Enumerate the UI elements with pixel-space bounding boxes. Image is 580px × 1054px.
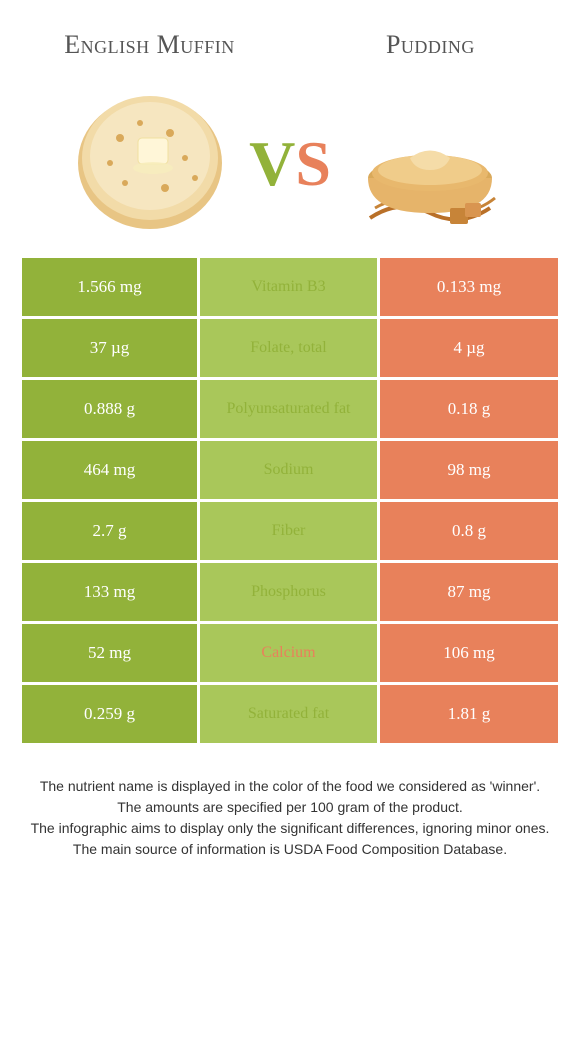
nutrient-label: Sodium — [200, 441, 380, 499]
value-right: 98 mg — [380, 441, 558, 499]
footer-notes: The nutrient name is displayed in the co… — [22, 776, 558, 860]
table-row: 52 mgCalcium106 mg — [22, 624, 558, 685]
value-left: 52 mg — [22, 624, 200, 682]
value-left: 37 µg — [22, 319, 200, 377]
vs-s: S — [295, 128, 331, 199]
footer-line-1: The nutrient name is displayed in the co… — [22, 776, 558, 797]
table-row: 1.566 mgVitamin B30.133 mg — [22, 258, 558, 319]
header: English Muffin VS Pudding — [0, 0, 580, 258]
english-muffin-icon — [70, 78, 230, 238]
vs-v: V — [249, 128, 295, 199]
table-row: 0.888 gPolyunsaturated fat0.18 g — [22, 380, 558, 441]
nutrient-label: Folate, total — [200, 319, 380, 377]
value-left: 133 mg — [22, 563, 200, 621]
nutrient-label: Fiber — [200, 502, 380, 560]
table-row: 2.7 gFiber0.8 g — [22, 502, 558, 563]
table-row: 0.259 gSaturated fat1.81 g — [22, 685, 558, 746]
value-left: 464 mg — [22, 441, 200, 499]
value-left: 2.7 g — [22, 502, 200, 560]
pudding-icon — [350, 78, 510, 238]
value-right: 0.18 g — [380, 380, 558, 438]
nutrient-label: Polyunsaturated fat — [200, 380, 380, 438]
nutrient-label: Calcium — [200, 624, 380, 682]
footer-line-2: The amounts are specified per 100 gram o… — [22, 797, 558, 818]
value-left: 0.259 g — [22, 685, 200, 743]
nutrient-table: 1.566 mgVitamin B30.133 mg37 µgFolate, t… — [22, 258, 558, 746]
table-row: 133 mgPhosphorus87 mg — [22, 563, 558, 624]
value-left: 1.566 mg — [22, 258, 200, 316]
table-row: 37 µgFolate, total4 µg — [22, 319, 558, 380]
food-left-title: English Muffin — [64, 30, 235, 60]
nutrient-label: Saturated fat — [200, 685, 380, 743]
value-left: 0.888 g — [22, 380, 200, 438]
footer-line-4: The main source of information is USDA F… — [22, 839, 558, 860]
value-right: 106 mg — [380, 624, 558, 682]
value-right: 87 mg — [380, 563, 558, 621]
food-right-title: Pudding — [386, 30, 475, 60]
nutrient-label: Phosphorus — [200, 563, 380, 621]
value-right: 0.133 mg — [380, 258, 558, 316]
vs-label: VS — [249, 127, 331, 201]
value-right: 0.8 g — [380, 502, 558, 560]
value-right: 1.81 g — [380, 685, 558, 743]
value-right: 4 µg — [380, 319, 558, 377]
footer-line-3: The infographic aims to display only the… — [22, 818, 558, 839]
food-right: Pudding — [331, 30, 530, 238]
food-left: English Muffin — [50, 30, 249, 238]
nutrient-label: Vitamin B3 — [200, 258, 380, 316]
table-row: 464 mgSodium98 mg — [22, 441, 558, 502]
